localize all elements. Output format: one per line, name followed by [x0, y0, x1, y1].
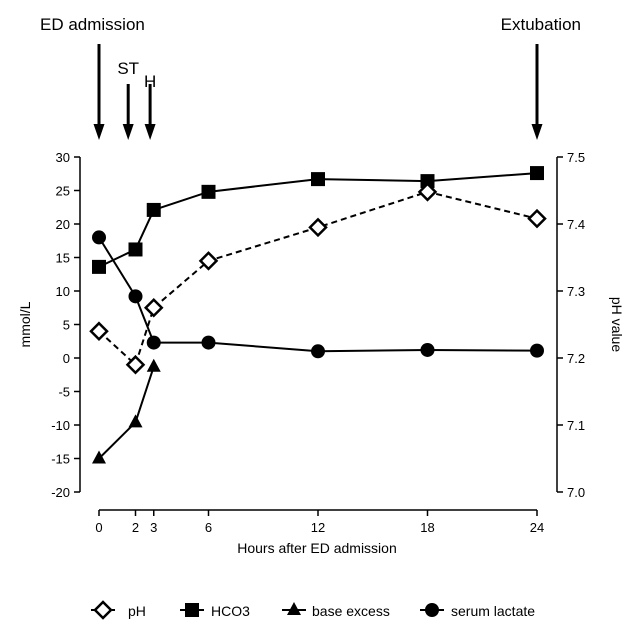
right-axis-label: pH value	[609, 297, 625, 352]
annotation-arrow-head	[122, 124, 134, 140]
right-axis-tick-label: 7.5	[567, 150, 585, 165]
series-layer	[89, 166, 547, 464]
data-point	[420, 174, 435, 189]
right-axis-tick-label: 7.3	[567, 284, 585, 299]
legend-item: pH	[91, 600, 146, 620]
series-serum-lactate	[92, 230, 544, 359]
right-axis-tick-label: 7.2	[567, 351, 585, 366]
right-axis-tick-label: 7.4	[567, 217, 585, 232]
annotation-arrow-head	[93, 124, 105, 140]
left-axis-tick-label: 20	[56, 217, 70, 232]
legend-marker	[185, 603, 199, 617]
x-axis-tick-label: 18	[420, 520, 434, 535]
legend-marker	[93, 600, 113, 620]
annotation-label: ED admission	[40, 15, 145, 34]
annotation-label: Extubation	[501, 15, 581, 34]
data-point	[146, 202, 161, 217]
data-point	[308, 217, 328, 238]
data-point	[420, 342, 435, 357]
legend: pH HCO3 base excess serum lactate	[91, 600, 535, 620]
data-point	[146, 358, 161, 372]
legend-item: HCO3	[180, 603, 250, 619]
data-point	[89, 321, 109, 341]
legend-label: pH	[128, 603, 146, 619]
axes: -20-15-10-5051015202530mmol/L7.07.17.27.…	[17, 150, 625, 556]
right-axis-tick-label: 7.1	[567, 418, 585, 433]
data-point	[201, 184, 216, 199]
left-axis-label: mmol/L	[17, 301, 33, 347]
legend-label: base excess	[312, 603, 390, 619]
data-point	[92, 230, 106, 245]
data-point	[201, 335, 216, 350]
left-axis-tick-label: 0	[63, 351, 70, 366]
data-point	[92, 259, 106, 274]
left-axis-tick-label: 10	[56, 284, 70, 299]
legend-label: HCO3	[211, 603, 250, 619]
legend-marker	[425, 603, 439, 617]
data-point	[527, 208, 547, 229]
series-base-excess	[92, 358, 161, 464]
data-point	[128, 242, 143, 257]
right-axis-tick-label: 7.0	[567, 485, 585, 500]
data-point	[128, 289, 143, 304]
left-axis-tick-label: -5	[58, 385, 70, 400]
series-line	[98, 236, 538, 353]
annotation-label: ST	[117, 59, 139, 78]
data-point	[530, 343, 544, 358]
legend-item: serum lactate	[420, 603, 535, 619]
x-axis-tick-label: 12	[311, 520, 325, 535]
data-point	[311, 172, 325, 187]
x-axis-tick-label: 24	[530, 520, 544, 535]
data-point	[143, 297, 164, 318]
series-hco3	[92, 166, 544, 274]
x-axis-tick-label: 3	[150, 520, 157, 535]
data-point	[311, 344, 325, 359]
legend-label: serum lactate	[451, 603, 535, 619]
left-axis-tick-label: -20	[51, 485, 70, 500]
data-point	[530, 166, 544, 181]
left-axis-tick-label: 5	[63, 318, 70, 333]
data-point	[125, 354, 146, 375]
annotation-label: H	[144, 72, 156, 91]
x-axis-label: Hours after ED admission	[237, 540, 397, 556]
left-axis-tick-label: -15	[51, 452, 70, 467]
data-point	[417, 182, 438, 202]
left-axis-tick-label: -10	[51, 418, 70, 433]
annotation-arrow-head	[531, 124, 543, 140]
annotations: ED admission ST H Extubation	[40, 15, 581, 140]
x-axis-tick-label: 6	[205, 520, 212, 535]
data-point	[128, 414, 143, 428]
data-point	[198, 251, 219, 271]
data-point	[92, 450, 106, 464]
data-point	[146, 335, 161, 350]
left-axis-tick-label: 25	[56, 184, 70, 199]
series-line	[98, 366, 155, 460]
annotation-arrow-head	[144, 124, 156, 140]
x-axis-tick-label: 0	[95, 520, 102, 535]
left-axis-tick-label: 15	[56, 251, 70, 266]
left-axis-tick-label: 30	[56, 150, 70, 165]
series-ph	[89, 182, 547, 375]
x-axis-tick-label: 2	[132, 520, 139, 535]
legend-item: base excess	[282, 602, 390, 619]
legend-marker	[287, 602, 301, 615]
